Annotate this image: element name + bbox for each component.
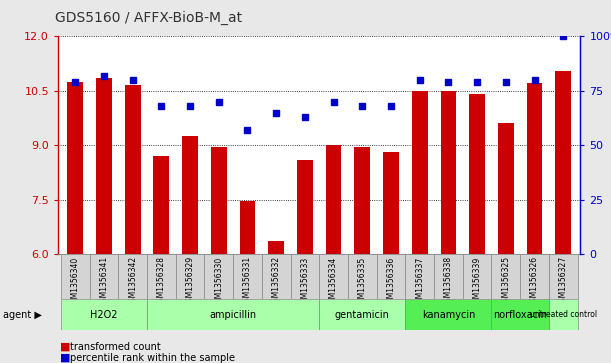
Bar (233, 254, 262, 299)
Text: agent ▶: agent ▶ (3, 310, 42, 320)
Bar (153, 156, 169, 254)
Text: GSM1356341: GSM1356341 (100, 256, 109, 307)
Text: H2O2: H2O2 (90, 310, 118, 320)
Bar (240, 201, 255, 254)
Bar (262, 254, 291, 299)
Bar (354, 147, 370, 254)
Text: GSM1356337: GSM1356337 (415, 256, 424, 307)
Bar (498, 123, 514, 254)
Text: GSM1356342: GSM1356342 (128, 256, 137, 307)
Bar (67, 82, 83, 254)
Bar (376, 254, 405, 299)
Text: GSM1356327: GSM1356327 (558, 256, 568, 307)
Bar (119, 254, 147, 299)
Text: GSM1356329: GSM1356329 (186, 256, 194, 307)
Text: GSM1356326: GSM1356326 (530, 256, 539, 307)
Bar (205, 254, 233, 299)
Bar (412, 91, 428, 254)
Text: GSM1356332: GSM1356332 (272, 256, 280, 307)
Text: ampicillin: ampicillin (210, 310, 257, 320)
Text: GDS5160 / AFFX-BioB-M_at: GDS5160 / AFFX-BioB-M_at (55, 11, 242, 25)
Bar (463, 254, 491, 299)
Bar (297, 160, 313, 254)
Bar (491, 254, 520, 299)
Bar (520, 254, 549, 299)
Text: GSM1356328: GSM1356328 (157, 256, 166, 307)
Bar (555, 71, 571, 254)
Text: GSM1356340: GSM1356340 (71, 256, 80, 307)
Text: gentamicin: gentamicin (335, 310, 390, 320)
Bar (469, 94, 485, 254)
Bar (383, 152, 399, 254)
Bar (268, 241, 284, 254)
Text: percentile rank within the sample: percentile rank within the sample (70, 352, 235, 363)
Bar (348, 254, 376, 299)
Text: ■: ■ (60, 352, 70, 363)
Bar (147, 254, 176, 299)
Bar (147, 299, 319, 330)
Text: GSM1356333: GSM1356333 (301, 256, 309, 307)
Text: transformed count: transformed count (70, 342, 161, 352)
Text: GSM1356331: GSM1356331 (243, 256, 252, 307)
Bar (61, 254, 90, 299)
Bar (211, 147, 227, 254)
Bar (90, 254, 119, 299)
Text: kanamycin: kanamycin (422, 310, 475, 320)
Text: untreated control: untreated control (530, 310, 597, 319)
Text: GSM1356336: GSM1356336 (387, 256, 395, 307)
Bar (549, 299, 577, 330)
Bar (491, 299, 549, 330)
Bar (405, 254, 434, 299)
Bar (291, 254, 319, 299)
Bar (319, 299, 405, 330)
Text: GSM1356334: GSM1356334 (329, 256, 338, 307)
Bar (125, 85, 141, 254)
Bar (182, 136, 198, 254)
Bar (549, 254, 577, 299)
Bar (405, 299, 491, 330)
Text: GSM1356338: GSM1356338 (444, 256, 453, 307)
Bar (434, 254, 463, 299)
Text: ■: ■ (60, 342, 70, 352)
Bar (319, 254, 348, 299)
Bar (527, 83, 543, 254)
Text: GSM1356339: GSM1356339 (473, 256, 481, 307)
Text: norfloxacin: norfloxacin (493, 310, 547, 320)
Bar (441, 91, 456, 254)
Text: GSM1356325: GSM1356325 (501, 256, 510, 307)
Bar (96, 78, 112, 254)
Text: GSM1356335: GSM1356335 (358, 256, 367, 307)
Text: GSM1356330: GSM1356330 (214, 256, 223, 307)
Bar (326, 145, 342, 254)
Bar (61, 299, 147, 330)
Bar (176, 254, 205, 299)
